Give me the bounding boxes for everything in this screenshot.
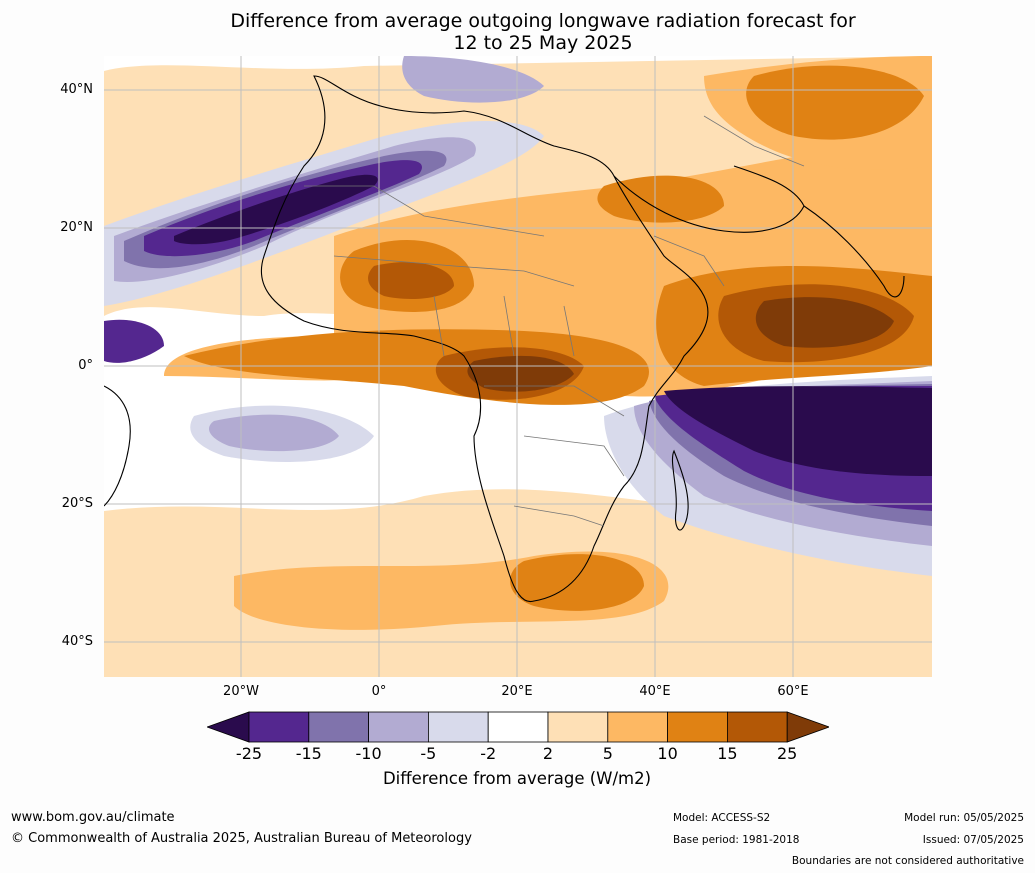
olr-anomaly-map [104,56,932,677]
lat-label-20n: 20°N [60,220,93,235]
colorbar-segment [667,711,728,743]
colorbar-segment [607,711,668,743]
graticule [104,56,932,677]
title-line-2: 12 to 25 May 2025 [453,32,633,54]
colorbar-tick-label: -15 [295,744,322,763]
lon-label-20e: 20°E [501,684,533,699]
title-line-1: Difference from average outgoing longwav… [230,10,856,32]
footer-model-run: Model run: 05/05/2025 [904,812,1024,824]
lat-label-40n: 40°N [60,82,93,97]
anomaly-pos-dark-arabia [597,175,724,223]
colorbar-extend-min [207,711,250,743]
anomaly-pos-darkest-congo-core [467,355,574,392]
colorbar-extend-max [786,711,829,743]
anomaly-neg-extreme-se [664,386,932,476]
colorbar-segment [727,711,788,743]
anomaly-pos-dark-iran [746,65,924,140]
footer-url[interactable]: www.bom.gov.au/climate [11,810,175,825]
colorbar [207,711,829,743]
lon-label-20w: 20°W [223,684,259,699]
lon-label-0: 0° [371,684,387,699]
colorbar-segment [308,711,370,743]
colorbar-segment [487,711,549,743]
colorbar-segment [248,711,310,743]
colorbar-segment [427,711,489,743]
footer-model: Model: ACCESS-S2 [673,812,771,824]
legend-title: Difference from average (W/m2) [382,769,652,788]
footer-disclaimer: Boundaries are not considered authoritat… [791,855,1024,867]
footer-issued: Issued: 07/05/2025 [922,834,1024,846]
colorbar-tick-label: -5 [420,744,437,763]
anomaly-pos-darkest-sahel [368,262,454,299]
colorbar-segment [368,711,429,743]
lat-label-0: 0° [78,358,93,373]
colorbar-tick-label: 5 [602,744,613,763]
anomaly-neg-europe [402,56,544,103]
anomaly-pos-dark-south [510,554,644,611]
lon-label-60e: 60°E [777,684,809,699]
anomaly-neg-extreme-nw [174,174,378,245]
map-title: Difference from average outgoing longwav… [0,10,1035,54]
colorbar-tick-label: -10 [355,744,382,763]
anomaly-neg-west-edge [104,319,164,363]
lon-label-40e: 40°E [639,684,671,699]
footer-base-period: Base period: 1981-2018 [673,834,800,846]
country-borders [304,115,805,527]
footer-copyright: © Commonwealth of Australia 2025, Austra… [11,831,472,846]
colorbar-tick-label: 2 [542,744,554,763]
colorbar-segment [547,711,609,743]
colorbar-tick-label: -2 [480,744,497,763]
colorbar-tick-label: 15 [717,744,738,763]
anomaly-pos-darkest-core [755,297,894,348]
lat-label-40s: 40°S [61,634,93,649]
colorbar-tick-label: 25 [777,744,798,763]
map-canvas [104,56,932,677]
coastlines [104,75,905,603]
colorbar-tick-label: 10 [657,744,678,763]
lat-label-20s: 20°S [61,496,93,511]
colorbar-tick-label: -25 [235,744,263,763]
